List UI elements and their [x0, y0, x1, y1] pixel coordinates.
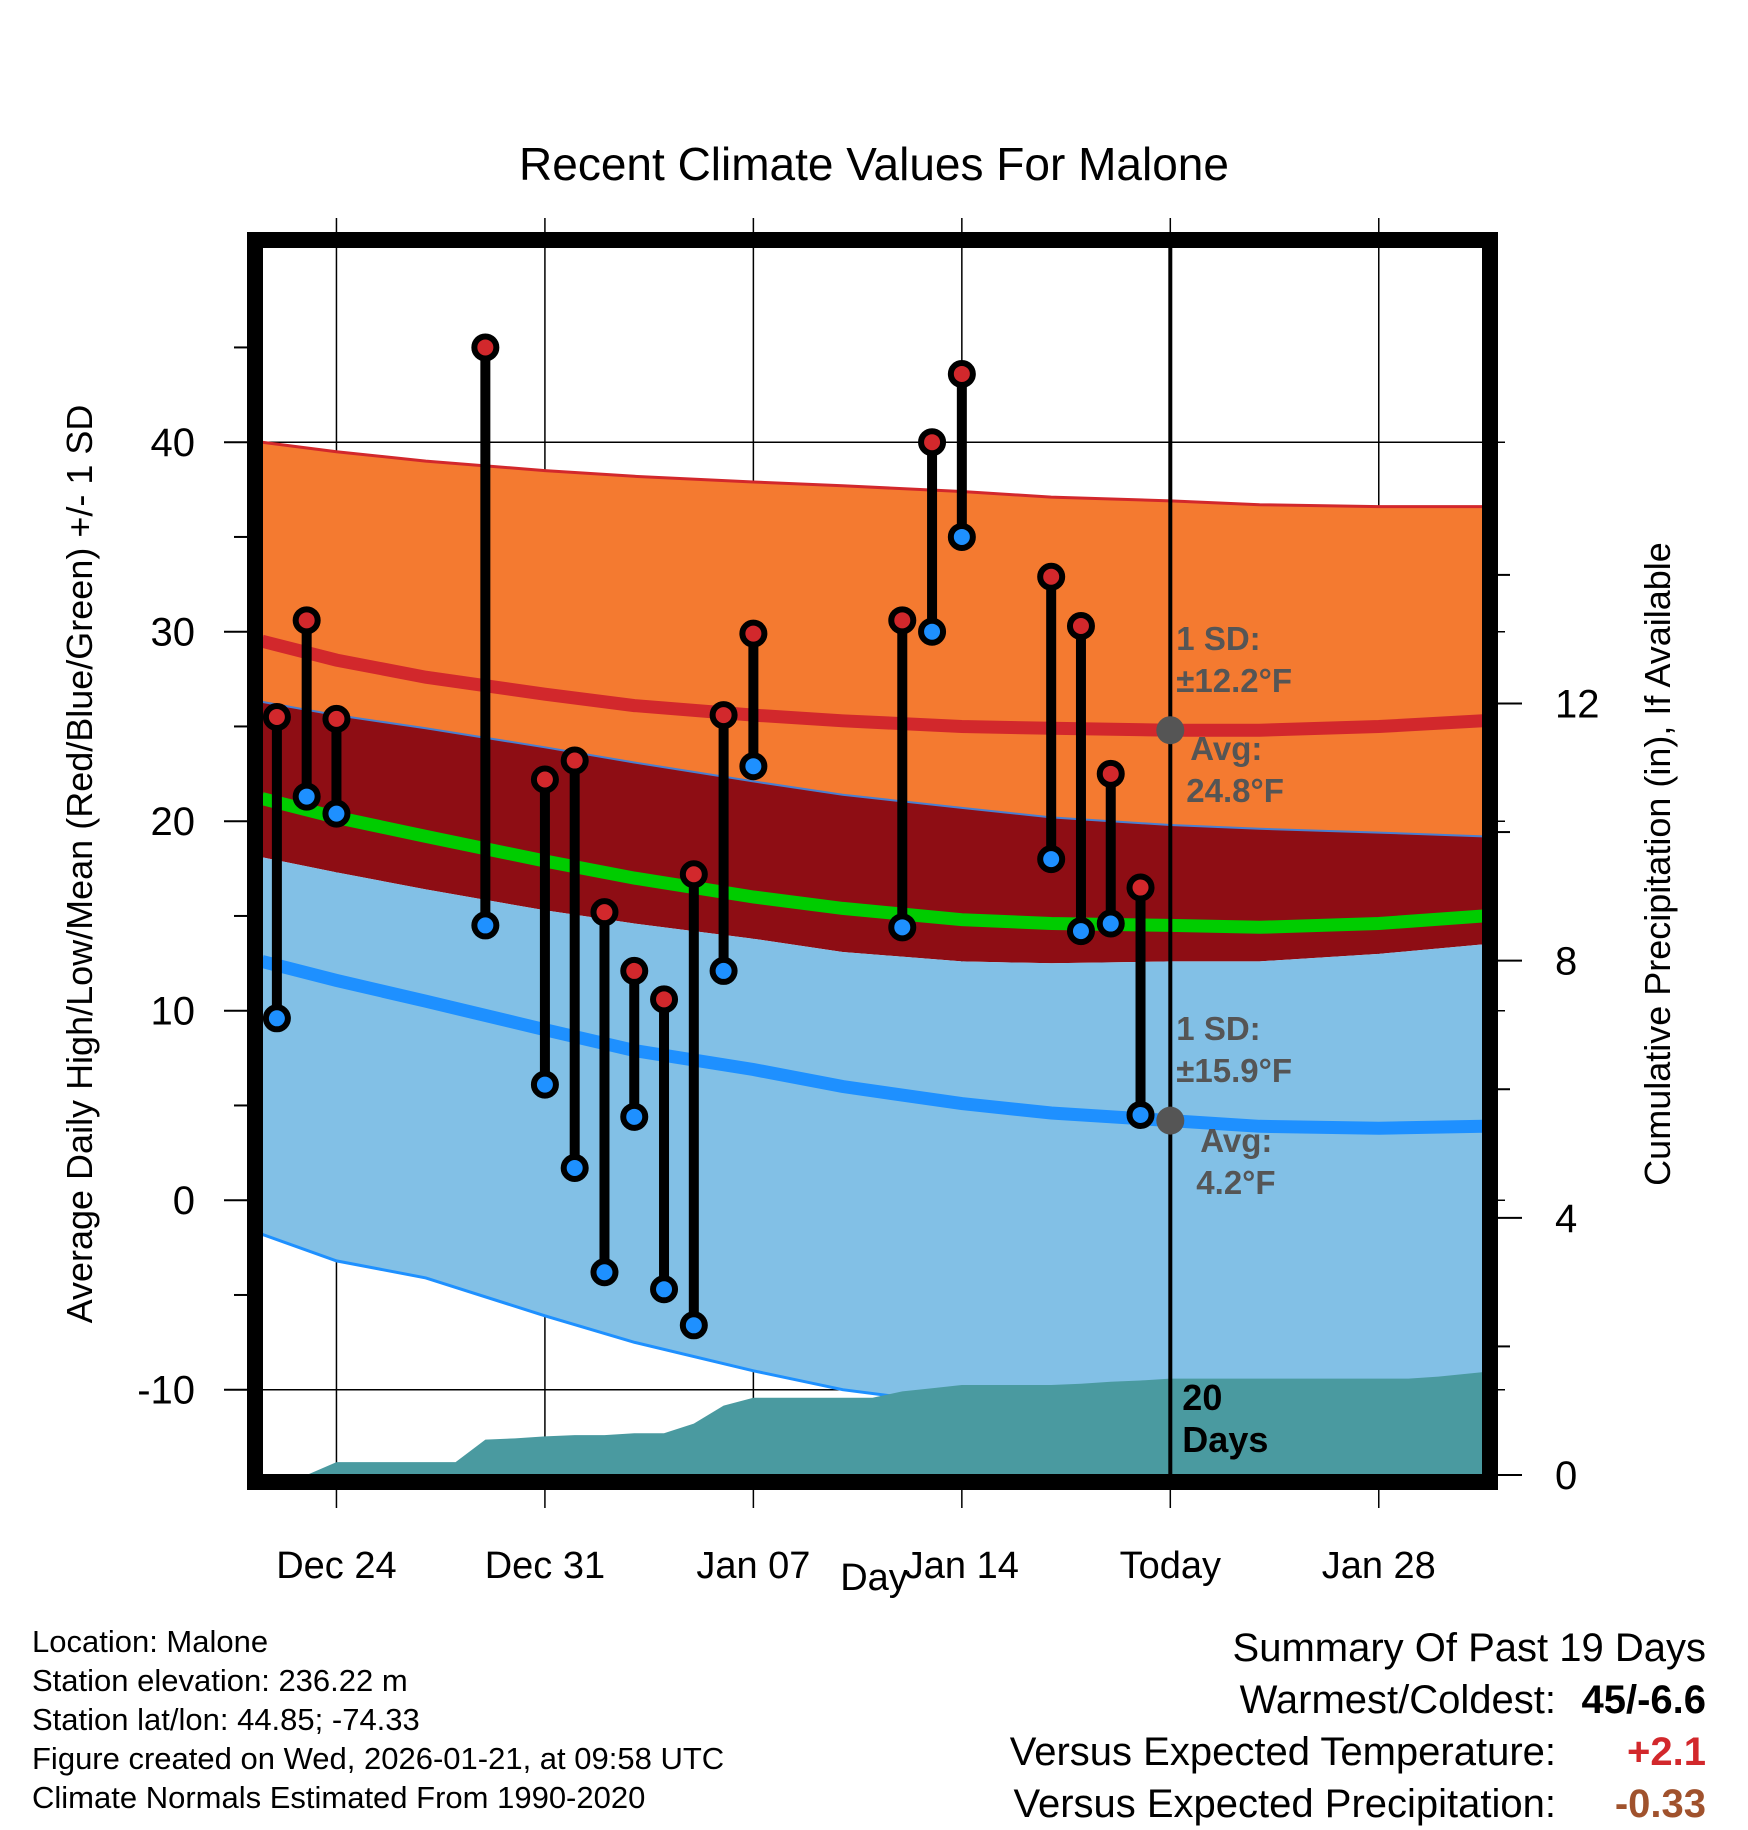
x-tick-label: Today — [1120, 1545, 1221, 1587]
high-avg-value: 24.8°F — [1186, 772, 1284, 809]
y2-tick-label: 0 — [1555, 1454, 1577, 1498]
daily-high-point — [1066, 612, 1095, 641]
warmest-coldest-value: 45/-6.6 — [1581, 1678, 1706, 1722]
mean-sd-edge — [262, 700, 1483, 838]
low-sd-band — [262, 857, 1483, 1424]
high-sd-edge — [262, 440, 1483, 509]
daily-high-point — [1096, 759, 1125, 788]
daily-high-point — [709, 701, 738, 730]
summary-title: Summary Of Past 19 Days — [1232, 1626, 1706, 1670]
days-unit-label: Days — [1182, 1419, 1268, 1460]
daily-low-point — [471, 911, 500, 940]
high-sd-label: 1 SD: — [1176, 620, 1260, 657]
daily-low-point — [322, 799, 351, 828]
high-avg-label: Avg: — [1190, 730, 1262, 767]
daily-high-point — [739, 619, 768, 648]
x-tick-label: Jan 28 — [1322, 1545, 1436, 1587]
normal-high-line — [262, 634, 1483, 737]
daily-high-point — [471, 333, 500, 362]
y2-tick-label: 4 — [1555, 1197, 1577, 1241]
daily-low-point — [590, 1258, 619, 1287]
daily-high-point — [918, 428, 947, 457]
daily-low-point — [262, 1004, 291, 1033]
low-sd-label: 1 SD: — [1176, 1010, 1260, 1047]
daily-low-point — [739, 752, 768, 781]
normal-mean-line — [262, 792, 1483, 934]
daily-low-point — [292, 782, 321, 811]
warmest-coldest-row: Warmest/Coldest: 45/-6.6 — [806, 1674, 1706, 1726]
temp-anomaly-row: Versus Expected Temperature: +2.1 — [806, 1726, 1706, 1778]
temp-anomaly-label: Versus Expected Temperature: — [1009, 1730, 1556, 1774]
daily-low-point — [947, 522, 976, 551]
chart-title: Recent Climate Values For Malone — [519, 138, 1229, 190]
y-tick-label: 0 — [173, 1179, 195, 1223]
daily-low-point — [1096, 909, 1125, 938]
precip-anomaly-label: Versus Expected Precipitation: — [1013, 1782, 1556, 1826]
climate-chart: Recent Climate Values For Malone 1 SD: ±1… — [59, 138, 1678, 1599]
x-axis-label: Day — [840, 1557, 908, 1599]
daily-low-point — [1037, 845, 1066, 874]
normals-text: Climate Normals Estimated From 1990-2020 — [32, 1780, 646, 1815]
days-count-label: 20 — [1182, 1377, 1222, 1418]
daily-high-point — [590, 898, 619, 927]
station-info: Location: Malone Station elevation: 236.… — [32, 1622, 724, 1817]
daily-low-point — [530, 1070, 559, 1099]
y2-tick-label: 12 — [1555, 682, 1600, 726]
latlon-text: Station lat/lon: 44.85; -74.33 — [32, 1702, 420, 1737]
precip-anomaly-value: -0.33 — [1614, 1782, 1706, 1826]
y2-tick-label: 8 — [1555, 940, 1577, 984]
daily-high-point — [530, 765, 559, 794]
daily-low-point — [918, 617, 947, 646]
low-avg-label: Avg: — [1200, 1122, 1272, 1159]
daily-low-point — [709, 956, 738, 985]
y-tick-label: 10 — [151, 990, 196, 1034]
location-text: Location: Malone — [32, 1624, 269, 1659]
temp-anomaly-value: +2.1 — [1627, 1730, 1706, 1774]
daily-low-point — [888, 913, 917, 942]
daily-high-point — [1126, 873, 1155, 902]
daily-low-point — [620, 1102, 649, 1131]
y-tick-label: 20 — [151, 800, 196, 844]
y-tick-label: 30 — [151, 611, 196, 655]
daily-high-point — [620, 956, 649, 985]
low-sd-value: ±15.9°F — [1176, 1052, 1292, 1089]
x-tick-label: Jan 14 — [905, 1545, 1019, 1587]
y2-axis-label: Cumulative Precipitation (in), If Availa… — [1637, 542, 1678, 1186]
plot-frame — [247, 232, 1498, 1490]
y-tick-label: 40 — [151, 421, 196, 465]
y-tick-label: -10 — [137, 1369, 195, 1413]
daily-low-point — [1126, 1100, 1155, 1129]
daily-high-point — [947, 359, 976, 388]
low-avg-value: 4.2°F — [1196, 1164, 1275, 1201]
y-axis-label: Average Daily High/Low/Mean (Red/Blue/Gr… — [59, 405, 100, 1324]
daily-high-point — [888, 606, 917, 635]
daily-low-point — [650, 1275, 679, 1304]
high-avg-marker — [1156, 716, 1185, 745]
daily-high-point — [292, 606, 321, 635]
daily-low-point — [560, 1154, 589, 1182]
low-avg-marker — [1156, 1106, 1185, 1135]
normal-low-line — [262, 955, 1483, 1135]
daily-high-point — [322, 704, 351, 733]
x-tick-label: Dec 31 — [485, 1545, 605, 1587]
daily-high-point — [560, 746, 589, 775]
daily-low-point — [1066, 917, 1095, 946]
daily-high-point — [262, 702, 291, 731]
x-tick-label: Jan 07 — [696, 1545, 810, 1587]
daily-high-point — [679, 860, 708, 889]
created-text: Figure created on Wed, 2026-01-21, at 09… — [32, 1741, 725, 1776]
high-sd-value: ±12.2°F — [1176, 662, 1292, 699]
daily-low-point — [679, 1311, 708, 1340]
daily-high-point — [1037, 562, 1066, 591]
warmest-coldest-label: Warmest/Coldest: — [1239, 1678, 1556, 1722]
elevation-text: Station elevation: 236.22 m — [32, 1663, 408, 1698]
daily-high-point — [650, 985, 679, 1014]
summary-panel: Summary Of Past 19 Days Warmest/Coldest:… — [806, 1622, 1706, 1830]
precip-area — [262, 1372, 1483, 1475]
x-tick-label: Dec 24 — [276, 1545, 396, 1587]
precip-anomaly-row: Versus Expected Precipitation: -0.33 — [806, 1778, 1706, 1830]
